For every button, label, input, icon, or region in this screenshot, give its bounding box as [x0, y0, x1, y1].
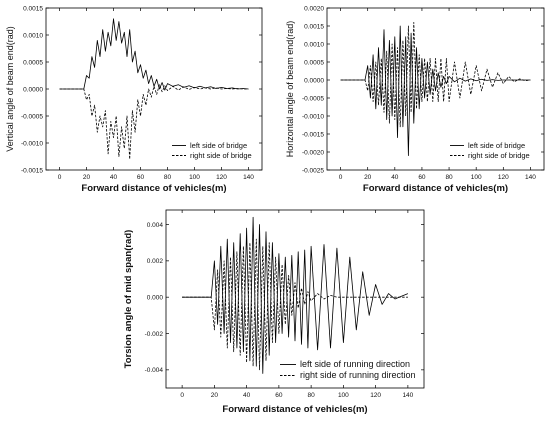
x-tick-label: 0: [180, 392, 184, 399]
x-tick-label: 0: [339, 174, 343, 181]
chart-panel-2: 0 20 40 60 80 100 120 140 -0.0025 -0.0020 -0.0015 -…: [285, 5, 545, 194]
legend-label: left side of bridge: [190, 141, 247, 150]
y-tick-label: 0.004: [147, 222, 164, 229]
y-tick-label: 0.0005: [23, 59, 43, 66]
legend-label: right side of bridge: [468, 151, 530, 160]
x-tick-label: 140: [525, 174, 536, 181]
x-tick-label: 100: [189, 174, 200, 181]
x-tick-label: 20: [211, 392, 219, 399]
x-tick-label: 60: [418, 174, 426, 181]
y-axis-title: Torsion angle of mid span(rad): [123, 230, 134, 369]
y-tick-label: 0.0000: [304, 77, 324, 84]
x-tick-label: 120: [498, 174, 509, 181]
x-tick-label: 80: [164, 174, 172, 181]
y-tick-label: -0.0005: [21, 113, 43, 120]
x-tick-label: 100: [338, 392, 349, 399]
y-axis-title: Vertical angle of beam end(rad): [5, 26, 15, 152]
y-tick-label: 0.0020: [304, 5, 324, 12]
x-tick-label: 40: [391, 174, 399, 181]
x-tick-label: 120: [370, 392, 381, 399]
legend-label: right side of running direction: [300, 370, 416, 380]
x-axis-title: Forward distance of vehicles(m): [363, 183, 508, 194]
y-tick-label: 0.002: [147, 258, 164, 265]
y-tick-label: 0.0000: [23, 86, 43, 93]
x-tick-label: 140: [243, 174, 254, 181]
y-tick-label: -0.0020: [302, 149, 324, 156]
y-tick-label: -0.0010: [21, 140, 43, 147]
x-tick-label: 60: [137, 174, 145, 181]
y-tick-label: 0.0005: [304, 59, 324, 66]
y-tick-label: 0.0015: [23, 5, 43, 12]
x-tick-label: 40: [110, 174, 118, 181]
chart-panel-1: 0 20 40 60 80 100 120 140 -0.0015 -0.0010 -0.0005 0…: [5, 5, 263, 194]
y-tick-label: 0.000: [147, 294, 164, 301]
y-tick-label: -0.0025: [302, 167, 324, 174]
legend-label: left side of running direction: [300, 359, 410, 369]
x-axis-title: Forward distance of vehicles(m): [222, 404, 367, 415]
x-tick-label: 100: [471, 174, 482, 181]
y-tick-label: -0.002: [145, 331, 164, 338]
legend-label: right side of bridge: [190, 151, 252, 160]
y-tick-label: -0.0015: [302, 131, 324, 138]
x-axis-title: Forward distance of vehicles(m): [81, 183, 226, 194]
series-line-dashed: [182, 238, 408, 371]
x-tick-label: 140: [402, 392, 413, 399]
y-tick-label: -0.004: [145, 367, 164, 374]
plot-frame: [165, 209, 425, 389]
y-tick-label: -0.0015: [21, 167, 43, 174]
series-line-solid: [59, 18, 249, 91]
chart-panel-3: 0 20 40 60 80 100 120 140 -0.004 -0.002 0.000 0.002…: [123, 209, 425, 415]
series-line-solid: [340, 25, 531, 157]
x-tick-label: 80: [445, 174, 453, 181]
x-tick-label: 20: [83, 174, 91, 181]
x-tick-label: 40: [243, 392, 251, 399]
plot-frame: [326, 7, 545, 171]
y-tick-label: 0.0010: [304, 41, 324, 48]
series-line-dashed: [340, 21, 531, 128]
y-tick-label: 0.0015: [304, 23, 324, 30]
y-tick-label: -0.0005: [302, 95, 324, 102]
legend-label: left side of bridge: [468, 141, 525, 150]
y-axis-title: Horizontal angle of beam end(rad): [285, 21, 295, 158]
x-tick-label: 80: [308, 392, 316, 399]
y-tick-label: 0.0010: [23, 32, 43, 39]
x-tick-label: 0: [58, 174, 62, 181]
x-tick-label: 120: [216, 174, 227, 181]
x-tick-label: 20: [364, 174, 372, 181]
series-line-solid: [182, 216, 409, 374]
y-tick-label: -0.0010: [302, 113, 324, 120]
x-tick-label: 60: [275, 392, 283, 399]
series-line-dashed: [59, 84, 249, 160]
